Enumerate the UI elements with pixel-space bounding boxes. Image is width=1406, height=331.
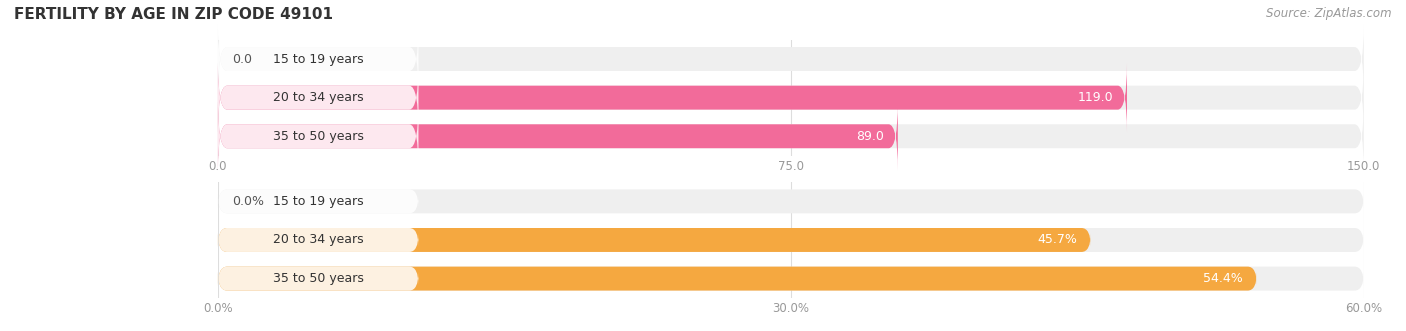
FancyBboxPatch shape bbox=[218, 267, 1257, 291]
FancyBboxPatch shape bbox=[218, 267, 1364, 291]
Text: 20 to 34 years: 20 to 34 years bbox=[273, 233, 364, 247]
Text: 0.0%: 0.0% bbox=[232, 195, 264, 208]
Text: 35 to 50 years: 35 to 50 years bbox=[273, 130, 364, 143]
FancyBboxPatch shape bbox=[218, 228, 1091, 252]
Text: 89.0: 89.0 bbox=[856, 130, 884, 143]
FancyBboxPatch shape bbox=[218, 63, 1128, 132]
FancyBboxPatch shape bbox=[218, 228, 1364, 252]
FancyBboxPatch shape bbox=[218, 63, 419, 132]
FancyBboxPatch shape bbox=[218, 24, 419, 93]
Text: 35 to 50 years: 35 to 50 years bbox=[273, 272, 364, 285]
FancyBboxPatch shape bbox=[218, 102, 419, 171]
FancyBboxPatch shape bbox=[218, 102, 1364, 171]
FancyBboxPatch shape bbox=[218, 63, 1364, 132]
Text: 15 to 19 years: 15 to 19 years bbox=[273, 195, 364, 208]
Text: 0.0: 0.0 bbox=[232, 53, 252, 66]
FancyBboxPatch shape bbox=[218, 228, 419, 252]
Text: FERTILITY BY AGE IN ZIP CODE 49101: FERTILITY BY AGE IN ZIP CODE 49101 bbox=[14, 7, 333, 22]
Text: 45.7%: 45.7% bbox=[1038, 233, 1077, 247]
FancyBboxPatch shape bbox=[218, 189, 419, 213]
Text: 20 to 34 years: 20 to 34 years bbox=[273, 91, 364, 104]
Text: 119.0: 119.0 bbox=[1077, 91, 1114, 104]
FancyBboxPatch shape bbox=[218, 267, 419, 291]
Text: 54.4%: 54.4% bbox=[1204, 272, 1243, 285]
Text: Source: ZipAtlas.com: Source: ZipAtlas.com bbox=[1267, 7, 1392, 20]
FancyBboxPatch shape bbox=[218, 189, 1364, 213]
FancyBboxPatch shape bbox=[218, 102, 898, 171]
FancyBboxPatch shape bbox=[218, 24, 1364, 93]
Text: 15 to 19 years: 15 to 19 years bbox=[273, 53, 364, 66]
